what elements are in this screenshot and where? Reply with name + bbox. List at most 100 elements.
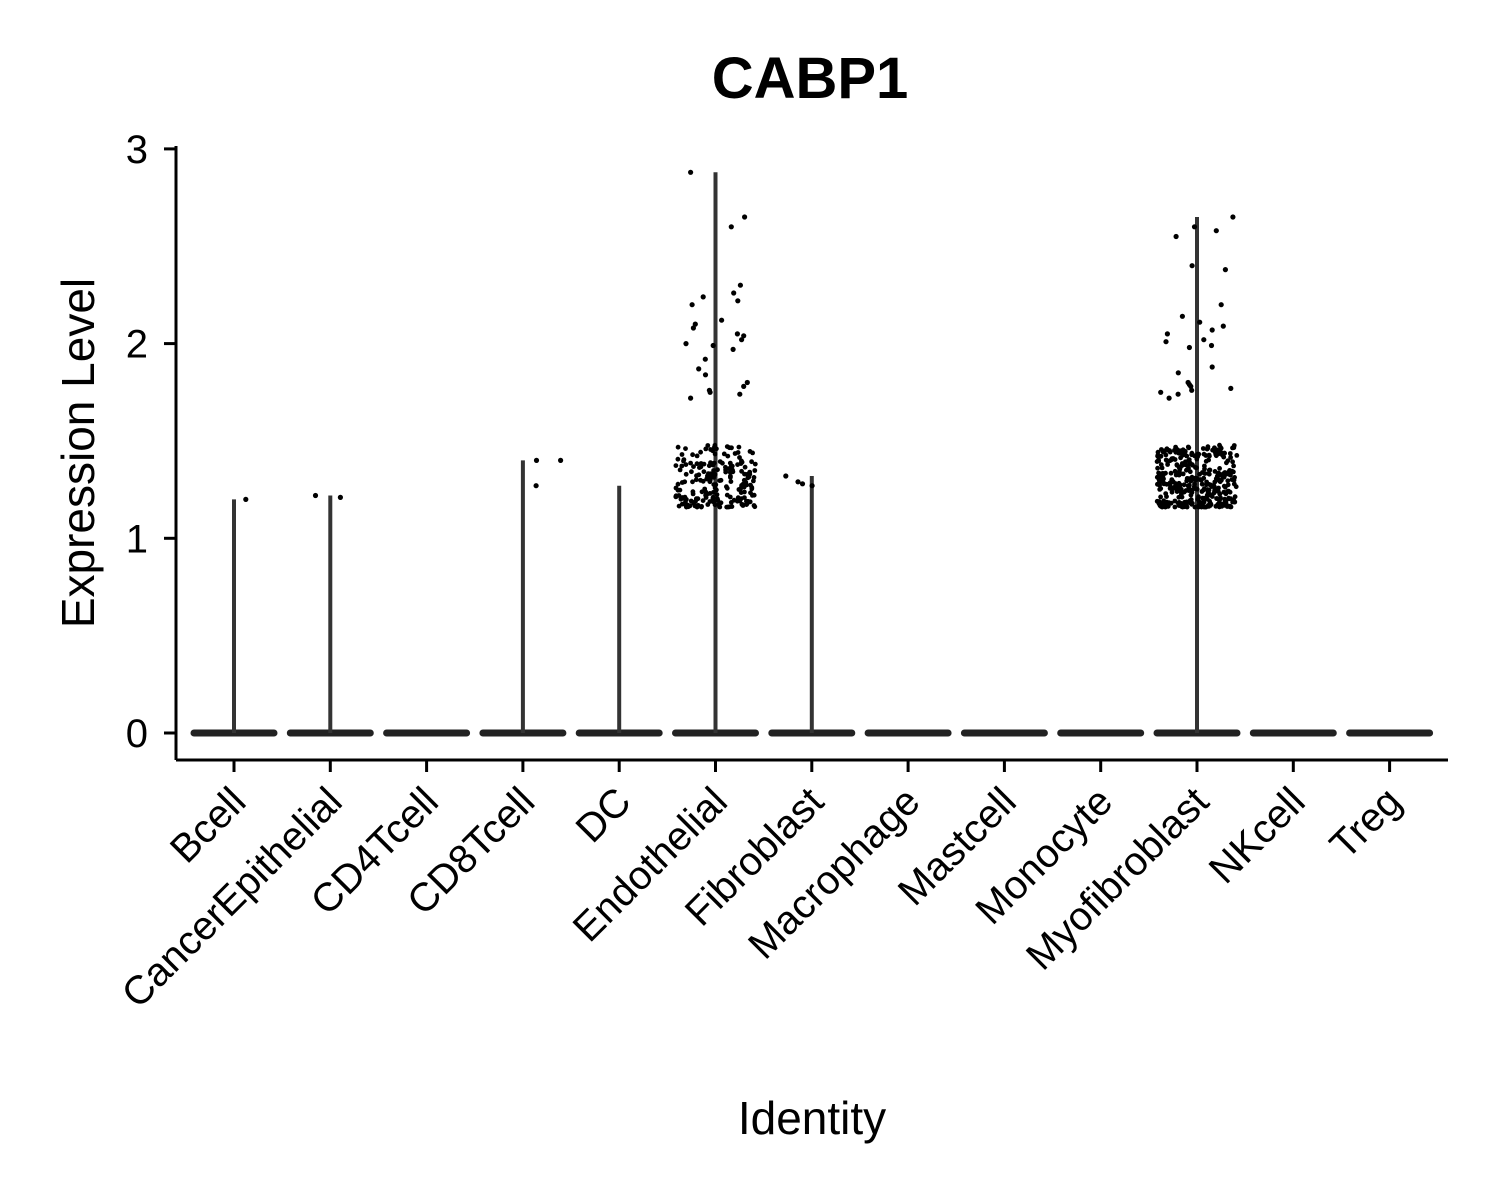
data-point — [682, 479, 688, 485]
data-point — [735, 298, 741, 304]
data-point — [739, 502, 745, 507]
data-point — [741, 383, 747, 389]
data-point — [1196, 451, 1202, 457]
data-point — [737, 455, 742, 460]
data-point — [1217, 504, 1222, 510]
data-point — [715, 467, 720, 473]
data-point — [710, 496, 716, 501]
data-point — [1169, 456, 1175, 462]
data-point — [728, 479, 734, 484]
data-point — [1204, 492, 1210, 498]
data-point — [1189, 452, 1194, 458]
data-point — [1156, 501, 1162, 506]
data-point — [742, 214, 748, 220]
data-point — [741, 484, 747, 490]
data-point — [675, 481, 681, 487]
data-point — [683, 462, 689, 467]
data-point — [719, 317, 725, 323]
data-point — [1197, 477, 1203, 482]
data-point — [751, 475, 757, 480]
data-point — [1158, 389, 1164, 395]
data-point — [684, 504, 689, 510]
data-point — [724, 492, 730, 498]
data-point — [533, 457, 540, 463]
data-point — [1208, 502, 1214, 508]
data-point — [675, 487, 681, 493]
data-point — [1218, 302, 1224, 308]
data-point — [1223, 501, 1229, 507]
data-point — [1203, 504, 1209, 510]
data-point — [1164, 494, 1169, 499]
data-point — [1227, 489, 1233, 495]
data-point — [688, 395, 694, 401]
data-point — [1210, 447, 1215, 453]
data-point — [1187, 469, 1193, 475]
data-point — [1200, 495, 1205, 501]
data-point — [698, 464, 704, 470]
data-point — [1228, 455, 1233, 460]
data-point — [1168, 500, 1174, 506]
data-point — [1216, 451, 1221, 457]
data-point — [1163, 470, 1168, 476]
data-point — [799, 481, 806, 487]
data-point — [1163, 339, 1169, 345]
data-point — [1189, 387, 1195, 393]
data-point — [1225, 478, 1231, 484]
data-point — [683, 471, 689, 477]
y-axis-title: Expression Level — [52, 278, 104, 628]
data-point — [694, 504, 700, 510]
data-point — [716, 502, 722, 507]
data-point — [694, 473, 699, 479]
data-point — [1184, 467, 1189, 473]
x-tick-label: NKcell — [1201, 779, 1314, 892]
data-point — [693, 477, 699, 483]
data-point — [1209, 327, 1215, 333]
data-point — [717, 459, 723, 464]
data-point — [701, 461, 707, 467]
data-point — [795, 479, 801, 485]
data-point — [690, 491, 696, 497]
data-point — [1188, 383, 1194, 389]
data-point — [1155, 453, 1160, 459]
data-point — [690, 325, 697, 331]
data-point — [1174, 462, 1180, 468]
data-point — [1215, 475, 1220, 481]
data-point — [694, 453, 700, 459]
data-point — [673, 463, 679, 468]
data-point — [1208, 342, 1215, 349]
data-point — [243, 496, 249, 502]
data-points — [243, 169, 1240, 510]
data-point — [1154, 474, 1160, 480]
data-point — [1159, 504, 1165, 510]
data-point — [694, 461, 700, 467]
data-point — [707, 478, 713, 484]
data-point — [312, 492, 319, 499]
data-point — [707, 499, 713, 504]
data-point — [689, 469, 694, 475]
data-point — [1172, 504, 1178, 510]
data-point — [1177, 450, 1183, 456]
data-point — [1223, 491, 1229, 497]
data-point — [1179, 313, 1185, 319]
data-point — [702, 356, 708, 362]
data-point — [558, 457, 564, 463]
data-point — [698, 449, 703, 455]
data-point — [1206, 482, 1212, 487]
data-point — [752, 461, 758, 467]
data-point — [1175, 500, 1181, 506]
data-point — [737, 282, 744, 288]
data-point — [1204, 446, 1210, 452]
data-point — [1189, 490, 1195, 495]
data-point — [1186, 485, 1192, 491]
data-point — [683, 341, 689, 347]
data-point — [1234, 453, 1240, 458]
data-point — [1186, 458, 1191, 464]
data-point — [1181, 482, 1187, 488]
data-point — [714, 492, 720, 497]
data-point — [1199, 481, 1205, 487]
data-point — [1175, 370, 1181, 376]
data-point — [679, 463, 685, 469]
data-point — [730, 346, 736, 352]
data-point — [1166, 395, 1172, 401]
data-point — [1178, 492, 1184, 497]
